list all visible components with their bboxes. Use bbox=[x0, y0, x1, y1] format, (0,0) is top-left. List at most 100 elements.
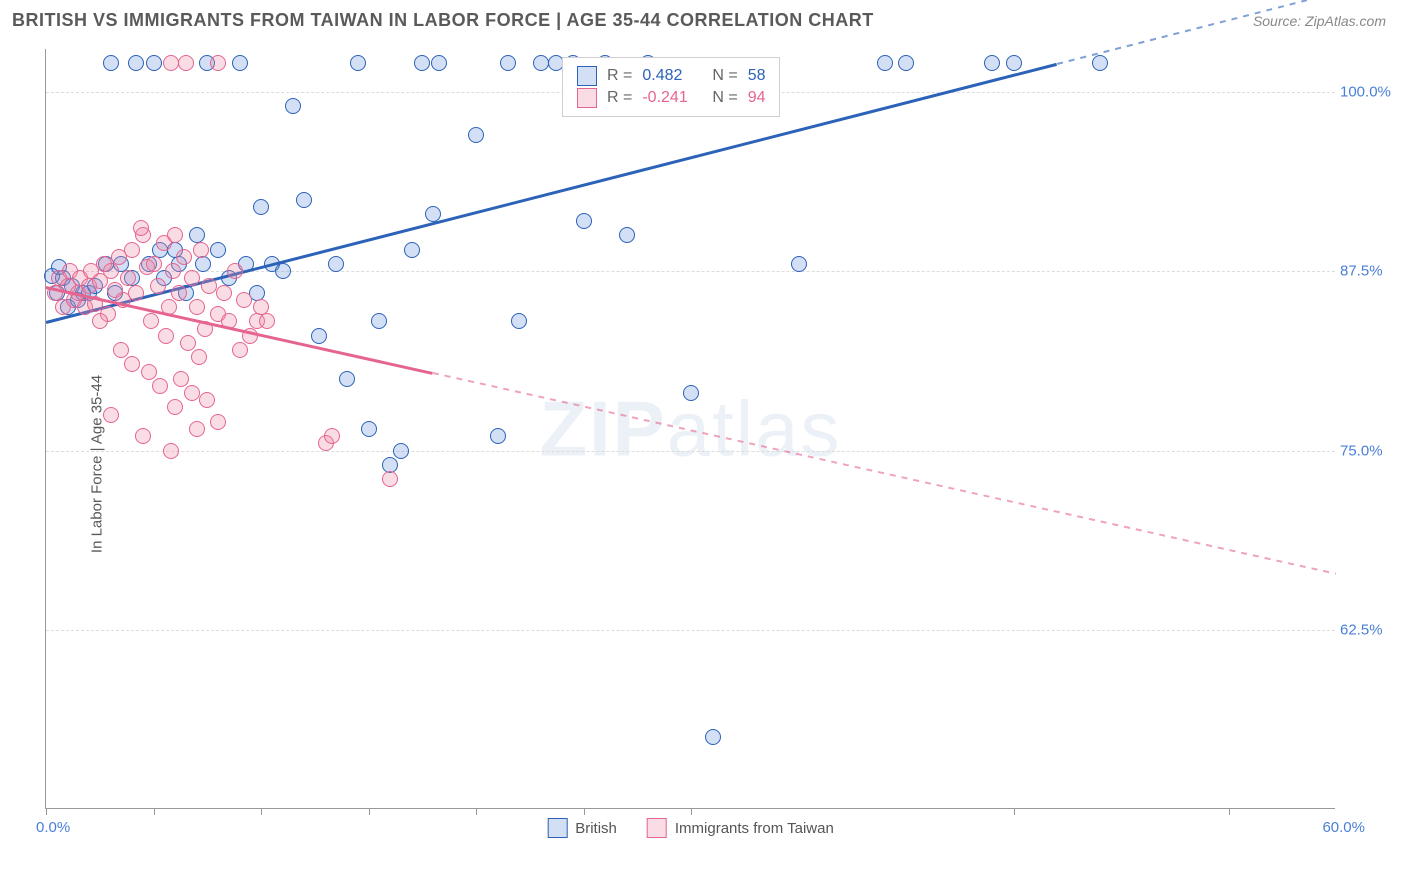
scatter-point-british bbox=[361, 421, 377, 437]
y-tick-label: 100.0% bbox=[1340, 84, 1395, 101]
scatter-point-taiwan bbox=[124, 242, 140, 258]
x-axis-min-label: 0.0% bbox=[36, 819, 70, 836]
scatter-point-british bbox=[431, 55, 447, 71]
scatter-point-british bbox=[576, 213, 592, 229]
correlation-stat-box: R =0.482N =58R =-0.241N =94 bbox=[562, 57, 780, 117]
scatter-point-british bbox=[877, 55, 893, 71]
scatter-point-taiwan bbox=[193, 242, 209, 258]
scatter-point-british bbox=[791, 256, 807, 272]
scatter-point-taiwan bbox=[176, 249, 192, 265]
stat-n-value: 58 bbox=[748, 67, 766, 85]
scatter-point-british bbox=[103, 55, 119, 71]
legend-item-taiwan: Immigrants from Taiwan bbox=[647, 818, 834, 838]
scatter-point-british bbox=[683, 385, 699, 401]
scatter-point-taiwan bbox=[173, 371, 189, 387]
scatter-point-taiwan bbox=[184, 270, 200, 286]
scatter-point-british bbox=[468, 127, 484, 143]
y-tick-label: 87.5% bbox=[1340, 263, 1395, 280]
scatter-point-taiwan bbox=[178, 55, 194, 71]
x-tick bbox=[584, 808, 585, 815]
scatter-point-british bbox=[275, 263, 291, 279]
stat-row-british: R = 0.482 N = 58 bbox=[577, 66, 765, 86]
stat-n-value: 94 bbox=[748, 89, 766, 107]
scatter-point-taiwan bbox=[184, 385, 200, 401]
scatter-point-taiwan bbox=[135, 428, 151, 444]
scatter-point-taiwan bbox=[210, 55, 226, 71]
scatter-point-british bbox=[1092, 55, 1108, 71]
scatter-point-taiwan bbox=[152, 378, 168, 394]
swatch-british bbox=[577, 66, 597, 86]
scatter-point-taiwan bbox=[163, 55, 179, 71]
scatter-point-taiwan bbox=[158, 328, 174, 344]
scatter-point-taiwan bbox=[103, 263, 119, 279]
scatter-point-taiwan bbox=[103, 407, 119, 423]
scatter-point-british bbox=[311, 328, 327, 344]
scatter-point-british bbox=[404, 242, 420, 258]
scatter-point-british bbox=[490, 428, 506, 444]
scatter-point-taiwan bbox=[216, 285, 232, 301]
scatter-point-british bbox=[328, 256, 344, 272]
x-tick bbox=[691, 808, 692, 815]
x-tick bbox=[46, 808, 47, 815]
scatter-point-british bbox=[371, 313, 387, 329]
stat-r-label: R = bbox=[607, 67, 632, 85]
scatter-point-taiwan bbox=[171, 285, 187, 301]
scatter-point-british bbox=[984, 55, 1000, 71]
trend-line bbox=[433, 372, 1336, 574]
scatter-point-taiwan bbox=[163, 443, 179, 459]
scatter-point-british bbox=[232, 55, 248, 71]
x-tick bbox=[261, 808, 262, 815]
scatter-point-taiwan bbox=[189, 299, 205, 315]
source-label: Source: ZipAtlas.com bbox=[1253, 13, 1386, 29]
scatter-point-taiwan bbox=[150, 278, 166, 294]
scatter-point-taiwan bbox=[141, 364, 157, 380]
legend-swatch-british bbox=[547, 818, 567, 838]
scatter-point-taiwan bbox=[232, 342, 248, 358]
scatter-point-taiwan bbox=[201, 278, 217, 294]
scatter-point-taiwan bbox=[124, 356, 140, 372]
scatter-point-taiwan bbox=[227, 263, 243, 279]
x-tick bbox=[1229, 808, 1230, 815]
x-axis-max-label: 60.0% bbox=[1322, 819, 1365, 836]
legend-label: British bbox=[575, 820, 617, 837]
chart-title: BRITISH VS IMMIGRANTS FROM TAIWAN IN LAB… bbox=[12, 10, 874, 31]
chart-container: In Labor Force | Age 35-44 ZIPatlas 0.0%… bbox=[0, 39, 1406, 889]
scatter-point-british bbox=[253, 199, 269, 215]
y-tick-label: 75.0% bbox=[1340, 442, 1395, 459]
scatter-point-british bbox=[511, 313, 527, 329]
stat-row-taiwan: R =-0.241N =94 bbox=[577, 88, 765, 108]
scatter-point-taiwan bbox=[259, 313, 275, 329]
scatter-point-taiwan bbox=[191, 349, 207, 365]
scatter-point-british bbox=[146, 55, 162, 71]
gridline-h bbox=[46, 451, 1335, 452]
scatter-point-taiwan bbox=[210, 414, 226, 430]
scatter-point-taiwan bbox=[128, 285, 144, 301]
legend-swatch-taiwan bbox=[647, 818, 667, 838]
stat-r-label: R = bbox=[607, 89, 632, 107]
y-tick-label: 62.5% bbox=[1340, 621, 1395, 638]
stat-r-value: 0.482 bbox=[642, 67, 702, 85]
scatter-point-british bbox=[210, 242, 226, 258]
gridline-h bbox=[46, 630, 1335, 631]
scatter-point-british bbox=[898, 55, 914, 71]
scatter-point-british bbox=[500, 55, 516, 71]
scatter-point-taiwan bbox=[324, 428, 340, 444]
scatter-point-taiwan bbox=[236, 292, 252, 308]
scatter-point-british bbox=[393, 443, 409, 459]
scatter-point-taiwan bbox=[189, 421, 205, 437]
scatter-point-british bbox=[705, 729, 721, 745]
scatter-point-taiwan bbox=[199, 392, 215, 408]
scatter-point-taiwan bbox=[120, 270, 136, 286]
scatter-point-taiwan bbox=[133, 220, 149, 236]
scatter-point-taiwan bbox=[143, 313, 159, 329]
swatch-taiwan bbox=[577, 88, 597, 108]
trend-line bbox=[46, 63, 1057, 324]
x-tick bbox=[154, 808, 155, 815]
stat-n-label: N = bbox=[712, 67, 737, 85]
scatter-point-taiwan bbox=[167, 399, 183, 415]
legend: British Immigrants from Taiwan bbox=[547, 818, 834, 838]
stat-n-label: N = bbox=[712, 89, 737, 107]
x-tick bbox=[476, 808, 477, 815]
plot-area: ZIPatlas 0.0% 60.0% BritishImmigrants fr… bbox=[45, 49, 1335, 809]
watermark-bold: ZIP bbox=[539, 384, 666, 472]
